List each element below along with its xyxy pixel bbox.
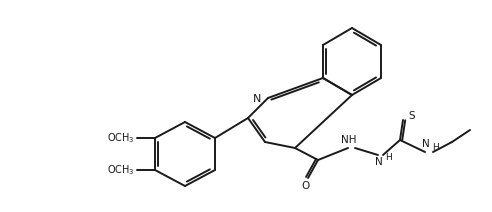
Text: N: N [422,139,430,149]
Text: H: H [432,144,439,152]
Text: S: S [408,111,415,121]
Text: OCH$_3$: OCH$_3$ [107,163,135,177]
Text: NH: NH [341,135,357,145]
Text: N: N [253,94,261,104]
Text: N: N [375,157,383,167]
Text: H: H [385,153,392,163]
Text: OCH$_3$: OCH$_3$ [107,131,135,145]
Text: O: O [301,181,309,191]
